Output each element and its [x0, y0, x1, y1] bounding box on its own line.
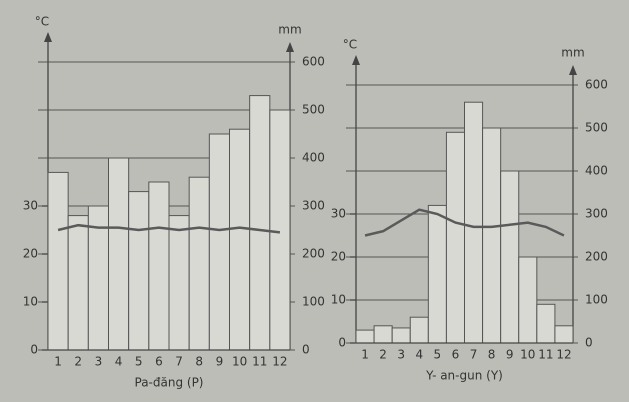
chart-title: Y- an-gun (Y)	[425, 369, 503, 383]
y-axis-label: °C	[35, 15, 49, 29]
x-tick-label: 7	[470, 348, 478, 362]
precipitation-bar	[208, 133, 230, 351]
y2-axis-label: mm	[561, 46, 584, 60]
precipitation-bar	[554, 325, 574, 344]
precipitation-bar	[518, 256, 538, 344]
y-axis-label: °C	[343, 38, 357, 52]
y2-axis-label: mm	[278, 23, 301, 37]
x-tick-label: 11	[538, 348, 553, 362]
precipitation-bar	[482, 127, 502, 344]
y2-tick-label: 200	[585, 250, 608, 264]
chart-title: Pa-đăng (P)	[135, 376, 204, 390]
y2-tick-label: 600	[302, 55, 325, 69]
temperature-line	[57, 223, 281, 234]
y-tick-label: 20	[331, 250, 346, 264]
precipitation-bar	[269, 109, 291, 351]
y2-tick-label: 100	[585, 293, 608, 307]
x-tick-label: 6	[155, 355, 163, 369]
precipitation-bar	[148, 181, 170, 351]
y-tick-label: 20	[23, 247, 38, 261]
y-tick-label: 30	[331, 207, 346, 221]
precipitation-bar	[500, 170, 520, 344]
precipitation-bar	[391, 327, 411, 344]
x-tick-label: 4	[415, 348, 423, 362]
y2-arrow	[286, 42, 294, 52]
x-tick-label: 3	[397, 348, 405, 362]
x-tick-label: 12	[556, 348, 571, 362]
x-tick-label: 9	[216, 355, 224, 369]
x-tick-label: 2	[379, 348, 387, 362]
precipitation-bar	[536, 303, 556, 344]
x-tick-label: 2	[74, 355, 82, 369]
y2-tick-label: 0	[585, 336, 593, 350]
y2-tick-label: 600	[585, 78, 608, 92]
precipitation-bar	[229, 128, 251, 351]
precipitation-bar	[464, 101, 484, 344]
y2-tick-label: 400	[585, 164, 608, 178]
y2-tick-label: 100	[302, 295, 325, 309]
x-tick-label: 5	[135, 355, 143, 369]
x-tick-label: 1	[361, 348, 369, 362]
x-tick-label: 7	[175, 355, 183, 369]
precipitation-bar	[188, 176, 210, 351]
precipitation-bar	[355, 329, 375, 344]
x-tick-label: 9	[506, 348, 514, 362]
x-tick-label: 3	[95, 355, 103, 369]
y-tick-label: 10	[331, 293, 346, 307]
y2-tick-label: 400	[302, 151, 325, 165]
y2-tick-label: 300	[585, 207, 608, 221]
precipitation-bar	[409, 316, 429, 344]
x-tick-label: 1	[54, 355, 62, 369]
y-tick-label: 30	[23, 199, 38, 213]
precipitation-bar	[249, 95, 271, 351]
precipitation-bar	[373, 325, 393, 344]
precipitation-bar	[427, 204, 447, 344]
x-tick-label: 12	[272, 355, 287, 369]
y2-tick-label: 0	[302, 343, 310, 357]
precipitation-bar	[67, 215, 89, 351]
y-tick-label: 0	[338, 336, 346, 350]
x-tick-label: 6	[452, 348, 460, 362]
x-tick-label: 10	[520, 348, 535, 362]
x-tick-label: 5	[434, 348, 442, 362]
precipitation-bar	[128, 191, 150, 351]
y2-tick-label: 500	[585, 121, 608, 135]
temperature-line	[364, 208, 565, 237]
y2-arrow	[569, 65, 577, 75]
precipitation-bar	[108, 157, 130, 351]
y-arrow	[352, 55, 360, 65]
y-tick-label: 10	[23, 295, 38, 309]
precipitation-bar	[168, 215, 190, 351]
y-tick-label: 0	[30, 343, 38, 357]
x-tick-label: 11	[252, 355, 267, 369]
y2-tick-label: 200	[302, 247, 325, 261]
x-tick-label: 4	[115, 355, 123, 369]
x-tick-label: 10	[232, 355, 247, 369]
x-tick-label: 8	[195, 355, 203, 369]
precipitation-bar	[445, 131, 465, 344]
y2-tick-label: 500	[302, 103, 325, 117]
y-arrow	[44, 32, 52, 42]
y2-tick-label: 300	[302, 199, 325, 213]
precipitation-bar	[47, 171, 69, 351]
x-tick-label: 8	[488, 348, 496, 362]
